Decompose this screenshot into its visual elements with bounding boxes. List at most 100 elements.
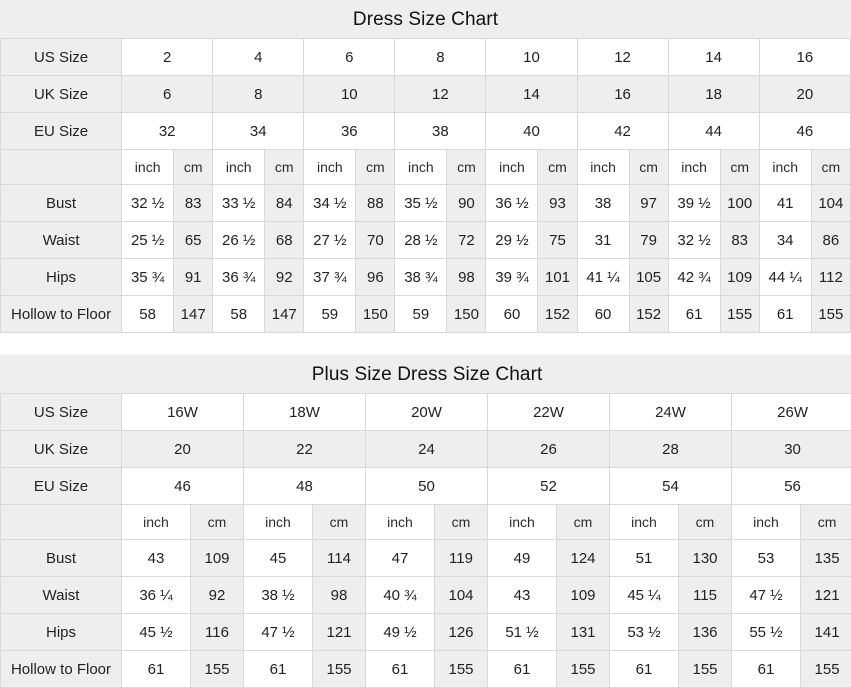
measurement-value-cell: 42 ¾: [668, 259, 720, 296]
measurement-value-cell: 41: [759, 185, 811, 222]
measurement-value-cell: 29 ½: [486, 222, 538, 259]
measurement-value-cell: 59: [395, 296, 447, 333]
unit-header-cm: cm: [447, 150, 486, 185]
size-value-cell: 52: [488, 468, 610, 505]
measurement-value-cell: 38 ½: [244, 577, 313, 614]
measurement-value-cell: 98: [447, 259, 486, 296]
measurement-value-cell: 86: [811, 222, 850, 259]
measurement-value-cell: 45: [244, 540, 313, 577]
measurement-value-cell: 130: [679, 540, 732, 577]
row-label: Hips: [1, 259, 122, 296]
measurement-value-cell: 44 ¼: [759, 259, 811, 296]
chart-title: Plus Size Dress Size Chart: [1, 356, 851, 394]
size-value-cell: 28: [610, 431, 732, 468]
size-value-cell: 8: [213, 76, 304, 113]
size-value-cell: 40: [486, 113, 577, 150]
measurement-value-cell: 119: [435, 540, 488, 577]
row-label: Waist: [1, 222, 122, 259]
size-value-cell: 26: [488, 431, 610, 468]
unit-header-inch: inch: [610, 505, 679, 540]
unit-header-cm: cm: [679, 505, 732, 540]
chart-title: Dress Size Chart: [1, 1, 851, 39]
unit-header-cm: cm: [811, 150, 850, 185]
measurement-value-cell: 109: [720, 259, 759, 296]
measurement-value-cell: 60: [486, 296, 538, 333]
measurement-value-cell: 36 ¼: [122, 577, 191, 614]
measurement-value-cell: 109: [191, 540, 244, 577]
measurement-value-cell: 31: [577, 222, 629, 259]
measurement-value-cell: 33 ½: [213, 185, 265, 222]
measurement-value-cell: 51 ½: [488, 614, 557, 651]
measurement-value-cell: 152: [629, 296, 668, 333]
size-value-cell: 2: [122, 39, 213, 76]
measurement-value-cell: 51: [610, 540, 679, 577]
unit-header-cm: cm: [191, 505, 244, 540]
measurement-value-cell: 61: [668, 296, 720, 333]
measurement-value-cell: 141: [801, 614, 851, 651]
measurement-value-cell: 55 ½: [732, 614, 801, 651]
size-value-cell: 22: [244, 431, 366, 468]
measurement-value-cell: 43: [488, 577, 557, 614]
measurement-value-cell: 36 ½: [486, 185, 538, 222]
size-value-cell: 26W: [732, 394, 851, 431]
measurement-value-cell: 60: [577, 296, 629, 333]
unit-header-cm: cm: [720, 150, 759, 185]
measurement-value-cell: 37 ¾: [304, 259, 356, 296]
unit-header-inch: inch: [366, 505, 435, 540]
row-label: EU Size: [1, 113, 122, 150]
measurement-value-cell: 135: [801, 540, 851, 577]
unit-header-inch: inch: [732, 505, 801, 540]
measurement-value-cell: 35 ½: [395, 185, 447, 222]
measurement-value-cell: 109: [557, 577, 610, 614]
measurement-value-cell: 121: [801, 577, 851, 614]
measurement-value-cell: 26 ½: [213, 222, 265, 259]
unit-header-inch: inch: [244, 505, 313, 540]
measurement-value-cell: 150: [356, 296, 395, 333]
size-value-cell: 8: [395, 39, 486, 76]
measurement-value-cell: 79: [629, 222, 668, 259]
row-label: UK Size: [1, 76, 122, 113]
size-value-cell: 4: [213, 39, 304, 76]
measurement-value-cell: 100: [720, 185, 759, 222]
size-value-cell: 50: [366, 468, 488, 505]
unit-header-inch: inch: [213, 150, 265, 185]
measurement-value-cell: 105: [629, 259, 668, 296]
measurement-value-cell: 88: [356, 185, 395, 222]
measurement-value-cell: 53 ½: [610, 614, 679, 651]
row-label: Bust: [1, 185, 122, 222]
size-value-cell: 12: [395, 76, 486, 113]
measurement-value-cell: 104: [435, 577, 488, 614]
size-value-cell: 10: [486, 39, 577, 76]
measurement-value-cell: 70: [356, 222, 395, 259]
measurement-value-cell: 155: [720, 296, 759, 333]
measurement-value-cell: 38: [577, 185, 629, 222]
unit-row-blank-label: [1, 505, 122, 540]
measurement-value-cell: 39 ¾: [486, 259, 538, 296]
unit-header-cm: cm: [356, 150, 395, 185]
measurement-value-cell: 68: [265, 222, 304, 259]
size-value-cell: 20W: [366, 394, 488, 431]
size-value-cell: 36: [304, 113, 395, 150]
measurement-value-cell: 53: [732, 540, 801, 577]
measurement-value-cell: 97: [629, 185, 668, 222]
measurement-value-cell: 34: [759, 222, 811, 259]
measurement-value-cell: 150: [447, 296, 486, 333]
measurement-value-cell: 58: [213, 296, 265, 333]
size-value-cell: 18: [668, 76, 759, 113]
size-value-cell: 38: [395, 113, 486, 150]
table-separator: [0, 333, 851, 355]
measurement-value-cell: 96: [356, 259, 395, 296]
